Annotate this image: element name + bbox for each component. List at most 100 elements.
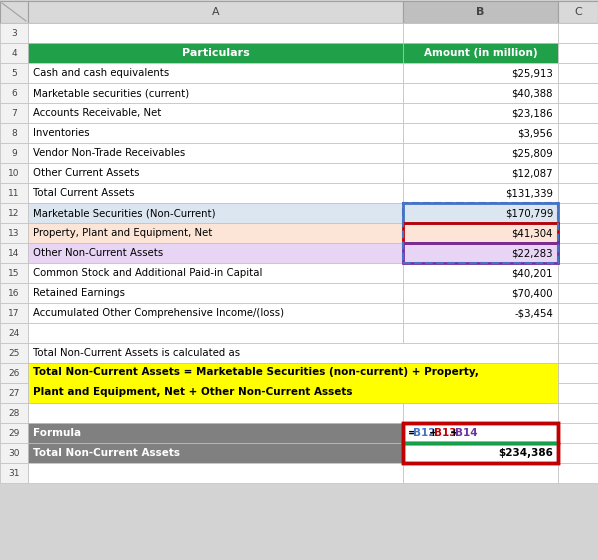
Text: 30: 30 <box>8 449 20 458</box>
Text: 15: 15 <box>8 268 20 278</box>
Text: 17: 17 <box>8 309 20 318</box>
Bar <box>403 103 558 123</box>
Bar <box>403 323 558 343</box>
Bar <box>0 323 28 343</box>
Text: 8: 8 <box>11 128 17 138</box>
Bar <box>403 203 558 263</box>
Bar <box>28 143 403 163</box>
Text: C: C <box>574 7 582 17</box>
Text: $170,799: $170,799 <box>505 208 553 218</box>
Text: $3,956: $3,956 <box>517 128 553 138</box>
Bar <box>28 183 403 203</box>
Bar <box>0 83 28 103</box>
Bar <box>403 63 558 83</box>
Bar <box>403 1 558 23</box>
Bar <box>0 343 28 363</box>
Bar <box>403 143 558 163</box>
Bar <box>403 203 558 223</box>
Text: Other Current Assets: Other Current Assets <box>33 168 139 178</box>
Bar <box>28 303 403 323</box>
Bar <box>28 103 403 123</box>
Bar <box>403 43 558 63</box>
Bar <box>0 423 28 443</box>
Bar <box>403 423 558 443</box>
Bar <box>0 43 28 63</box>
Bar <box>558 323 598 343</box>
Text: $40,388: $40,388 <box>511 88 553 98</box>
Bar <box>558 303 598 323</box>
Text: Marketable securities (current): Marketable securities (current) <box>33 88 189 98</box>
Text: Amount (in million): Amount (in million) <box>424 48 538 58</box>
Bar <box>28 363 558 403</box>
Bar <box>558 123 598 143</box>
Bar <box>0 363 28 383</box>
Bar <box>558 403 598 423</box>
Text: 7: 7 <box>11 109 17 118</box>
Bar <box>0 383 28 403</box>
Text: Accounts Receivable, Net: Accounts Receivable, Net <box>33 108 161 118</box>
Bar <box>558 283 598 303</box>
Text: Total Non-Current Assets = Marketable Securities (non-current) + Property,: Total Non-Current Assets = Marketable Se… <box>33 367 479 377</box>
Bar <box>28 223 403 243</box>
Bar <box>28 423 403 443</box>
Text: $41,304: $41,304 <box>511 228 553 238</box>
Bar <box>28 163 403 183</box>
Text: $12,087: $12,087 <box>511 168 553 178</box>
Text: =: = <box>408 428 417 438</box>
Bar <box>0 23 28 43</box>
Bar <box>403 443 558 463</box>
Bar <box>28 443 403 463</box>
Bar <box>0 123 28 143</box>
Bar <box>558 23 598 43</box>
Bar <box>403 303 558 323</box>
Bar <box>558 463 598 483</box>
Text: $23,186: $23,186 <box>511 108 553 118</box>
Bar <box>558 83 598 103</box>
Bar <box>0 403 28 423</box>
Bar <box>0 243 28 263</box>
Text: +: + <box>429 428 438 438</box>
Bar <box>28 43 403 63</box>
Bar <box>0 143 28 163</box>
Text: Total Non-Current Assets is calculated as: Total Non-Current Assets is calculated a… <box>33 348 240 358</box>
Bar <box>558 263 598 283</box>
Bar <box>28 403 403 423</box>
Text: +: + <box>450 428 458 438</box>
Bar <box>0 303 28 323</box>
Text: Total Current Assets: Total Current Assets <box>33 188 135 198</box>
Text: 29: 29 <box>8 428 20 437</box>
Text: 24: 24 <box>8 329 20 338</box>
Text: Vendor Non-Trade Receivables: Vendor Non-Trade Receivables <box>33 148 185 158</box>
Bar <box>0 463 28 483</box>
Bar <box>0 163 28 183</box>
Bar <box>558 383 598 403</box>
Bar <box>28 83 403 103</box>
Text: 5: 5 <box>11 68 17 77</box>
Text: Total Non-Current Assets: Total Non-Current Assets <box>33 448 180 458</box>
Text: 14: 14 <box>8 249 20 258</box>
Text: Formula: Formula <box>33 428 81 438</box>
Bar <box>558 103 598 123</box>
Bar <box>0 383 28 403</box>
Text: Retained Earnings: Retained Earnings <box>33 288 125 298</box>
Text: 4: 4 <box>11 49 17 58</box>
Text: $234,386: $234,386 <box>498 448 553 458</box>
Text: 9: 9 <box>11 148 17 157</box>
Bar <box>403 23 558 43</box>
Bar <box>558 343 598 363</box>
Bar <box>28 323 403 343</box>
Bar <box>0 1 28 23</box>
Text: $25,913: $25,913 <box>511 68 553 78</box>
Bar <box>403 423 558 463</box>
Bar <box>403 423 558 443</box>
Bar <box>0 103 28 123</box>
Bar <box>403 403 558 423</box>
Text: 12: 12 <box>8 208 20 217</box>
Text: $25,809: $25,809 <box>511 148 553 158</box>
Text: $131,339: $131,339 <box>505 188 553 198</box>
Bar <box>0 183 28 203</box>
Bar <box>28 263 403 283</box>
Text: B13: B13 <box>434 428 456 438</box>
Bar <box>0 443 28 463</box>
Bar <box>558 183 598 203</box>
